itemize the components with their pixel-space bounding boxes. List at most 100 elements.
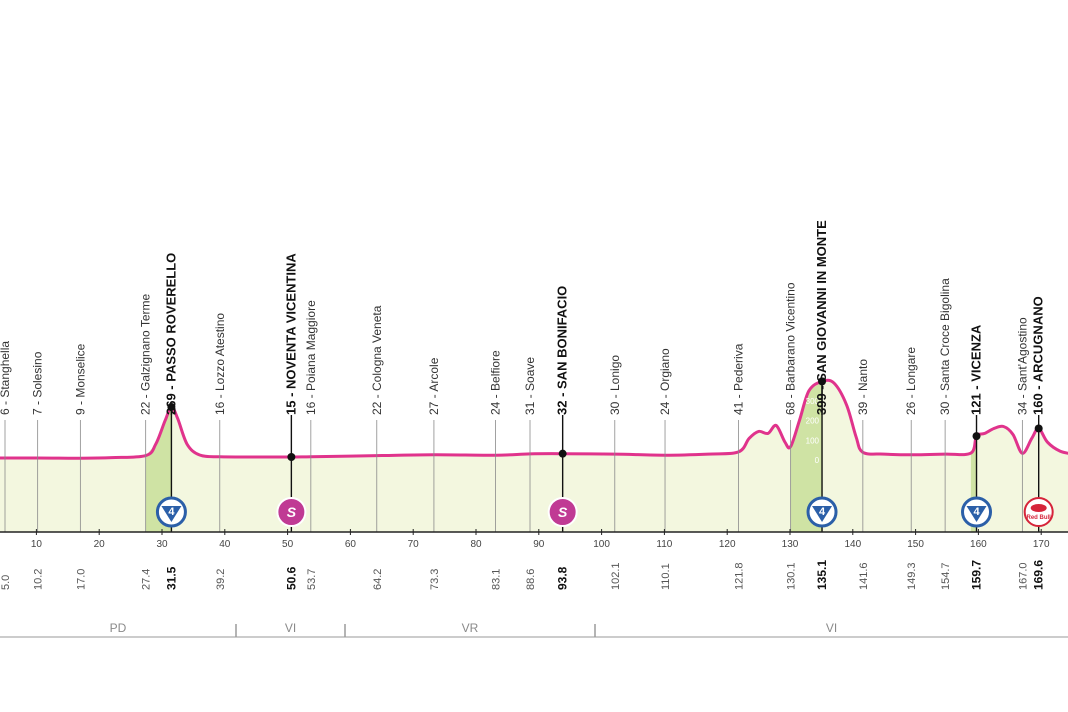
- waypoint-label-san-giovanni-in-monte: 399 - SAN GIOVANNI IN MONTE: [814, 220, 829, 415]
- waypoint-km-lonigo: 102.1: [610, 562, 622, 590]
- waypoint-label-sant-agostino: 34 - Sant'Agostino: [1015, 317, 1029, 415]
- km-axis: 10 20 30 40 50 60 70 80 90 100 110 120 130 140 150 160 1…: [0, 529, 1068, 550]
- km-tick-label: 80: [470, 539, 482, 550]
- waypoint-label-barbarano-vicentino: 68 - Barbarano Vicentino: [784, 282, 798, 415]
- waypoint-km-sant-agostino: 167.0: [1017, 562, 1029, 590]
- km-tick-label: 20: [94, 539, 106, 550]
- waypoint-km-poiana-maggiore: 53.7: [306, 569, 318, 590]
- waypoint-label-noventa-vicentina: 15 - NOVENTA VICENTINA: [283, 253, 298, 415]
- waypoint-km-galzignano-terme: 27.4: [141, 569, 153, 590]
- red-bull-kom-icon: Red Bull: [1023, 497, 1054, 527]
- climb-shading-2: [790, 381, 823, 532]
- waypoint-label-monselice: 9 - Monselice: [73, 343, 87, 415]
- waypoint-label-longare: 26 - Longare: [904, 347, 918, 415]
- waypoint-km-cologna-veneta: 64.2: [372, 569, 384, 590]
- sprint-label: S: [558, 504, 568, 520]
- km-tick-label: 170: [1033, 539, 1050, 550]
- km-tick-label: 140: [844, 539, 861, 550]
- elevation-scale-label: 100: [806, 436, 820, 445]
- markers-layer: 4 S S 4 4 Red Bull: [155, 496, 1054, 528]
- km-tick-label: 50: [282, 539, 294, 550]
- province-band: PD VI VR VI: [0, 621, 1068, 638]
- waypoint-label-orgiano: 24 - Orgiano: [658, 348, 672, 415]
- climb-category-label: 4: [819, 506, 826, 518]
- waypoint-labels-layer: 6 - Stanghella 5.0 7 - Solesino 10.2 9 - Mon…: [0, 220, 1068, 590]
- climb-category-label: 4: [168, 506, 175, 518]
- waypoint-km-pederiva: 121.8: [734, 562, 746, 590]
- waypoint-label-poiana-maggiore: 16 - Poiana Maggiore: [304, 300, 318, 415]
- km-tick-label: 90: [533, 539, 545, 550]
- waypoint-km-passo-roverello: 31.5: [164, 566, 178, 590]
- elevation-line: [0, 378, 1068, 460]
- km-tick-label: 40: [219, 539, 231, 550]
- climb-category-label: 4: [973, 506, 980, 518]
- waypoint-km-arcugnano: 169.6: [1032, 560, 1046, 590]
- waypoint-label-santa-croce-bigolina: 30 - Santa Croce Bigolina: [938, 278, 952, 415]
- waypoint-km-barbarano-vicentino: 130.1: [786, 562, 798, 590]
- climb-cat4-icon: 4: [961, 496, 993, 528]
- waypoint-label-cologna-veneta: 22 - Cologna Veneta: [370, 305, 384, 415]
- waypoint-label-belfiore: 24 - Belfiore: [488, 350, 502, 415]
- waypoint-km-san-bonifacio: 93.8: [556, 566, 570, 590]
- waypoint-label-stanghella: 6 - Stanghella: [0, 341, 12, 415]
- waypoint-label-vicenza: 121 - VICENZA: [969, 324, 984, 415]
- km-tick-label: 70: [408, 539, 420, 550]
- province-label: PD: [110, 621, 127, 635]
- waypoint-label-santa-croce-bigolina: 30 - Santa Croce Bigolina: [1066, 278, 1068, 415]
- waypoint-km-orgiano: 110.1: [660, 563, 672, 590]
- waypoint-km-arcole: 73.3: [429, 569, 441, 590]
- waypoint-label-arcole: 27 - Arcole: [427, 357, 441, 415]
- waypoint-km-san-giovanni-in-monte: 135.1: [815, 560, 829, 590]
- waypoint-km-noventa-vicentina: 50.6: [284, 566, 298, 590]
- waypoint-label-nanto: 39 - Nanto: [856, 359, 870, 415]
- waypoint-km-belfiore: 83.1: [490, 569, 502, 590]
- waypoint-km-longare: 149.3: [906, 562, 918, 590]
- waypoint-km-solesino: 10.2: [33, 569, 45, 590]
- waypoint-label-galzignano-terme: 22 - Galzignano Terme: [139, 293, 153, 415]
- waypoint-label-passo-roverello: 269 - PASSO ROVERELLO: [163, 253, 178, 415]
- waypoint-label-soave: 31 - Soave: [523, 357, 537, 415]
- waypoint-km-monselice: 17.0: [75, 569, 87, 590]
- km-tick-label: 10: [31, 539, 43, 550]
- waypoint-dot-noventa-vicentina: [287, 453, 296, 462]
- climb-cat4-icon: 4: [806, 496, 838, 528]
- km-tick-label: 100: [593, 539, 610, 550]
- sprint-icon: S: [547, 497, 578, 527]
- province-label: VR: [462, 621, 479, 635]
- waypoint-label-solesino: 7 - Solesino: [31, 351, 45, 415]
- km-tick-label: 160: [970, 539, 987, 550]
- sprint-label: S: [287, 504, 297, 520]
- waypoint-dot-san-bonifacio: [558, 449, 567, 458]
- waypoint-dot-arcugnano: [1034, 424, 1043, 433]
- elevation-scale: 300 200 100 0: [806, 397, 820, 465]
- waypoint-km-vicenza: 159.7: [970, 560, 984, 590]
- waypoint-label-lozzo-atestino: 16 - Lozzo Atestino: [213, 313, 227, 415]
- climb-cat4-icon: 4: [155, 496, 187, 528]
- waypoint-dot-vicenza: [972, 432, 981, 441]
- red-bull-label: Red Bull: [1027, 515, 1052, 521]
- km-tick-label: 130: [782, 539, 799, 550]
- waypoint-km-soave: 88.6: [525, 569, 537, 590]
- waypoint-label-arcugnano: 160 - ARCUGNANO: [1031, 296, 1046, 415]
- waypoint-km-santa-croce-bigolina: 154.7: [940, 562, 952, 590]
- km-tick-label: 150: [907, 539, 924, 550]
- waypoint-km-stanghella: 5.0: [0, 575, 12, 590]
- waypoint-label-pederiva: 41 - Pederiva: [732, 343, 746, 415]
- sprint-icon: S: [276, 497, 307, 527]
- km-tick-label: 120: [719, 539, 736, 550]
- waypoint-km-lozzo-atestino: 39.2: [215, 569, 227, 590]
- elevation-scale-label: 0: [815, 456, 820, 465]
- waypoint-label-san-bonifacio: 32 - SAN BONIFACIO: [555, 286, 570, 415]
- km-tick-label: 30: [156, 539, 168, 550]
- waypoint-stems-layer: [4, 377, 1043, 532]
- waypoint-km-nanto: 141.6: [858, 562, 870, 590]
- waypoint-dot-san-giovanni-in-monte: [818, 377, 827, 386]
- province-label: VI: [285, 621, 296, 635]
- province-label: VI: [826, 621, 837, 635]
- km-tick-label: 60: [345, 539, 357, 550]
- km-tick-label: 110: [656, 539, 672, 550]
- waypoint-dot-passo-roverello: [167, 402, 176, 411]
- elevation-line-layer: [0, 378, 1068, 460]
- elevation-scale-label: 300: [806, 397, 820, 406]
